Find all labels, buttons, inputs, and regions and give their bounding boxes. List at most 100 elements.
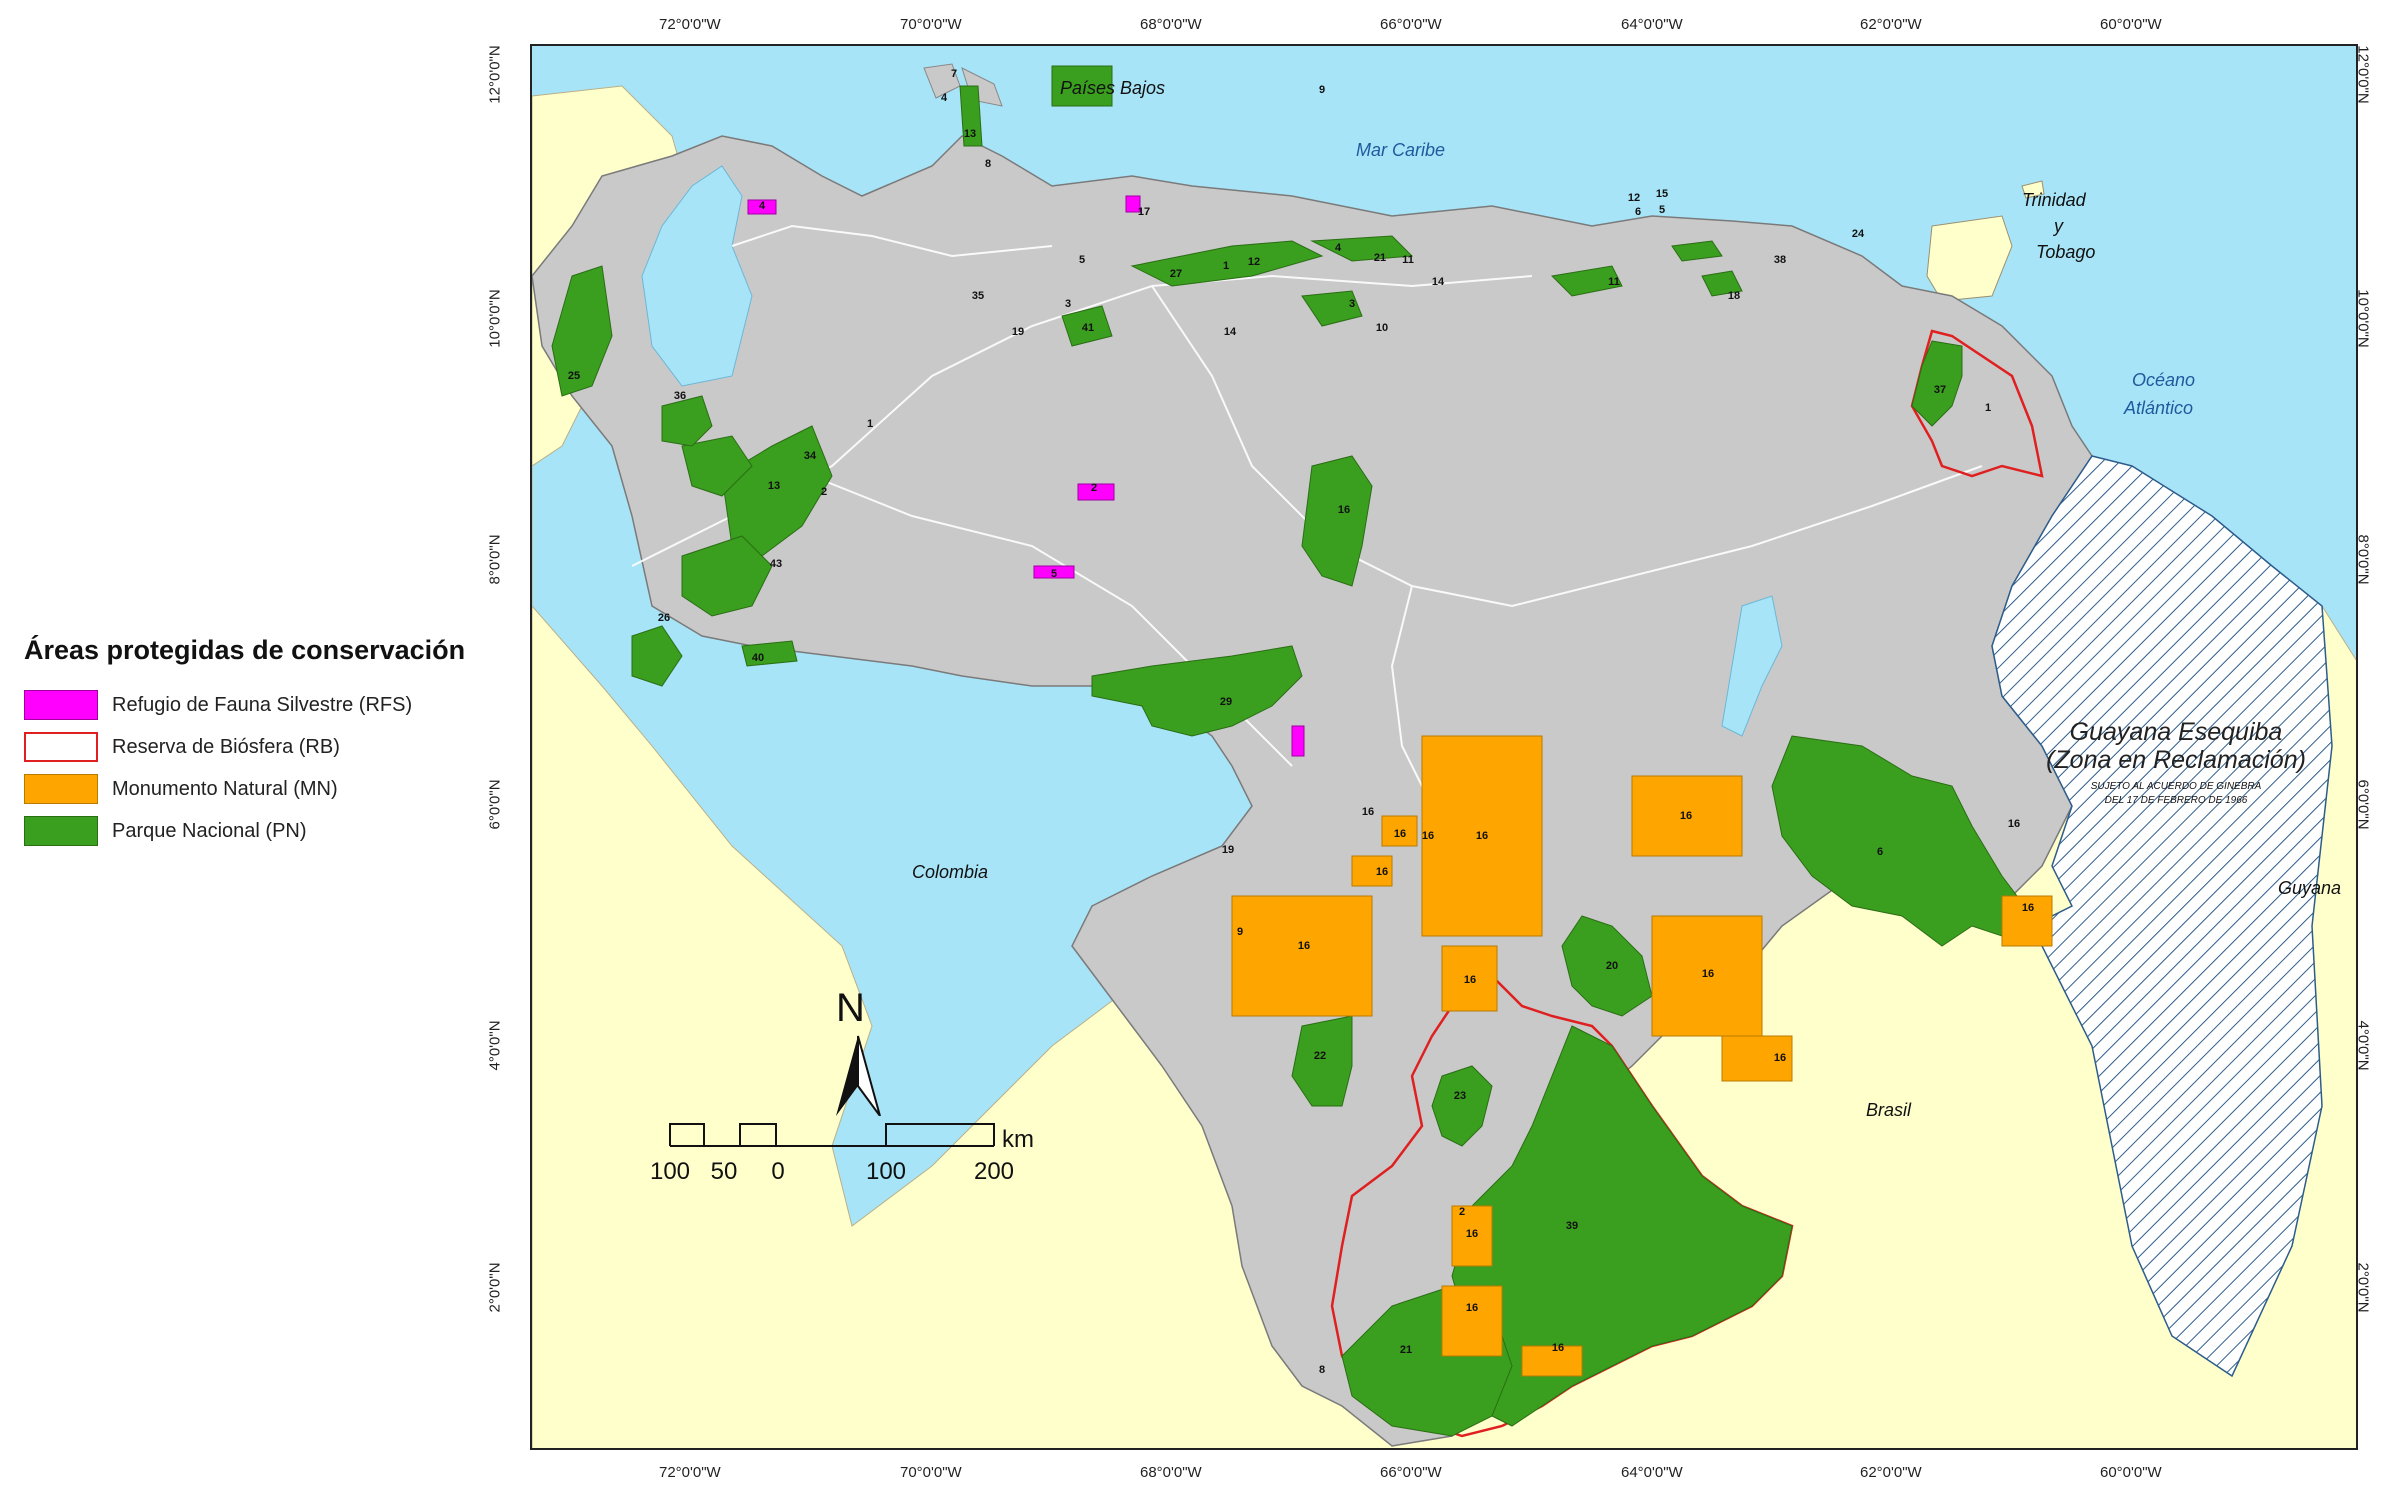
legend-item-refugio: Refugio de Fauna Silvestre (RFS) <box>24 684 484 726</box>
label-paises-bajos: Países Bajos <box>1060 78 1166 98</box>
legend-swatch-refugio <box>24 690 98 720</box>
scale-tick-100: 100 <box>865 1158 907 1185</box>
refuge-river <box>1291 725 1305 757</box>
legend-swatch-monumento <box>24 774 98 804</box>
area-num: 17 <box>1137 206 1151 218</box>
legend-swatch-parque <box>24 816 98 846</box>
trinidad-island <box>1926 215 2013 302</box>
area-num: 16 <box>1465 1302 1479 1314</box>
park-38 <box>1671 240 1723 262</box>
area-num: 5 <box>1050 568 1058 580</box>
label-oceano-2: Atlántico <box>2124 398 2194 418</box>
label-oceano-1: Océano <box>2132 370 2196 390</box>
area-num: 2 <box>820 486 828 498</box>
area-num: 11 <box>1402 254 1414 266</box>
legend-label-monumento: Monumento Natural (MN) <box>112 777 338 800</box>
area-num: 16 <box>1551 1342 1565 1354</box>
scale-tick-50: 50 <box>710 1158 738 1185</box>
label-colombia: Colombia <box>912 862 989 882</box>
area-num: 13 <box>963 128 977 140</box>
label-claim-note-2: del 17 de febrero de 1966 <box>2104 795 2248 806</box>
claim-zone <box>1991 455 2333 1378</box>
scale-bar: 100 50 0 100 200 km <box>650 1120 1048 1185</box>
lon-label-bottom-66w: 66°0'0"W <box>1380 1464 1442 1481</box>
area-num: 25 <box>567 370 581 382</box>
park-36 <box>661 395 713 447</box>
area-num: 29 <box>1219 696 1233 708</box>
label-trinidad-3: Tobago <box>2036 242 2096 262</box>
park-37 <box>1911 340 1963 427</box>
area-num: 1 <box>866 418 874 430</box>
scale-bar-graphic <box>669 1123 995 1147</box>
park-40 <box>741 640 798 667</box>
park-41 <box>1061 305 1113 347</box>
area-num: 2 <box>1090 482 1098 494</box>
national-parks <box>551 65 2033 1437</box>
guri-reservoir <box>1721 595 1783 737</box>
area-num: 7 <box>950 68 958 80</box>
area-num: 13 <box>767 480 781 492</box>
park-18 <box>1701 270 1743 297</box>
legend: Áreas protegidas de conservación Refugio… <box>24 635 484 852</box>
monument-16-a <box>1421 735 1543 937</box>
label-claim-note-1: Sujeto al acuerdo de Ginebra <box>2090 781 2262 792</box>
monument-16-i <box>1441 1285 1503 1357</box>
lon-label-bottom-70w: 70°0'0"W <box>900 1464 962 1481</box>
lat-label-left-2n: 2°0'0"N <box>486 1262 504 1313</box>
monument-16-c <box>1231 895 1373 1017</box>
wildlife-refuges <box>747 195 1305 757</box>
tobago-island <box>2021 180 2045 199</box>
park-coast-1 <box>1130 240 1324 287</box>
legend-item-parque: Parque Nacional (PN) <box>24 810 484 852</box>
lon-label-top-72w: 72°0'0"W <box>659 16 721 33</box>
lon-label-bottom-72w: 72°0'0"W <box>659 1464 721 1481</box>
area-num: 4 <box>940 92 948 104</box>
lon-label-bottom-68w: 68°0'0"W <box>1140 1464 1202 1481</box>
scale-tick-200: 200 <box>973 1158 1015 1185</box>
map-frame: Países Bajos Mar Caribe Trinidad y Tobag… <box>530 44 2358 1450</box>
area-num: 3 <box>1348 298 1356 310</box>
park-25 <box>551 265 613 397</box>
lat-label-left-12n: 12°0'0"N <box>486 45 504 104</box>
refuge-3 <box>1077 483 1115 501</box>
legend-label-parque: Parque Nacional (PN) <box>112 819 307 842</box>
area-num: 14 <box>1431 276 1445 288</box>
area-num: 15 <box>1655 188 1669 200</box>
area-num: 41 <box>1081 322 1095 334</box>
scale-tick-0: 0 <box>771 1158 785 1185</box>
park-23 <box>1431 1065 1493 1147</box>
area-num: 12 <box>1247 256 1261 268</box>
monument-16-e <box>1441 945 1498 1012</box>
monument-16-j <box>1721 1035 1793 1082</box>
area-num: 21 <box>1373 252 1387 264</box>
area-num: 4 <box>1334 242 1342 254</box>
area-num: 10 <box>1375 322 1389 334</box>
lat-label-left-6n: 6°0'0"N <box>486 779 504 830</box>
lat-label-left-10n: 10°0'0"N <box>486 289 504 348</box>
park-9 <box>1051 65 1113 107</box>
area-num: 24 <box>1851 228 1865 240</box>
area-num: 4 <box>758 200 766 212</box>
area-num: 16 <box>1393 828 1407 840</box>
area-num: 8 <box>1318 1364 1326 1376</box>
area-num: 16 <box>1361 806 1375 818</box>
area-num: 35 <box>971 290 985 302</box>
area-num: 8 <box>984 158 992 170</box>
legend-label-refugio: Refugio de Fauna Silvestre (RFS) <box>112 693 413 716</box>
area-num: 23 <box>1453 1090 1467 1102</box>
park-6 <box>1771 735 2033 947</box>
area-num: 16 <box>1337 504 1351 516</box>
area-num: 1 <box>1222 260 1230 272</box>
lon-label-top-70w: 70°0'0"W <box>900 16 962 33</box>
area-num: 16 <box>1465 1228 1479 1240</box>
label-guyana: Guyana <box>2278 878 2342 898</box>
north-arrow-icon <box>836 1035 881 1116</box>
lon-label-bottom-62w: 62°0'0"W <box>1860 1464 1922 1481</box>
lon-label-top-68w: 68°0'0"W <box>1140 16 1202 33</box>
label-claim-2: (Zona en Reclamación) <box>2046 746 2306 774</box>
monument-16-g <box>1351 855 1393 887</box>
lake-maracaibo <box>641 165 753 387</box>
area-num: 16 <box>1421 830 1435 842</box>
legend-label-reserva: Reserva de Biósfera (RB) <box>112 735 340 758</box>
lon-label-top-60w: 60°0'0"W <box>2100 16 2162 33</box>
